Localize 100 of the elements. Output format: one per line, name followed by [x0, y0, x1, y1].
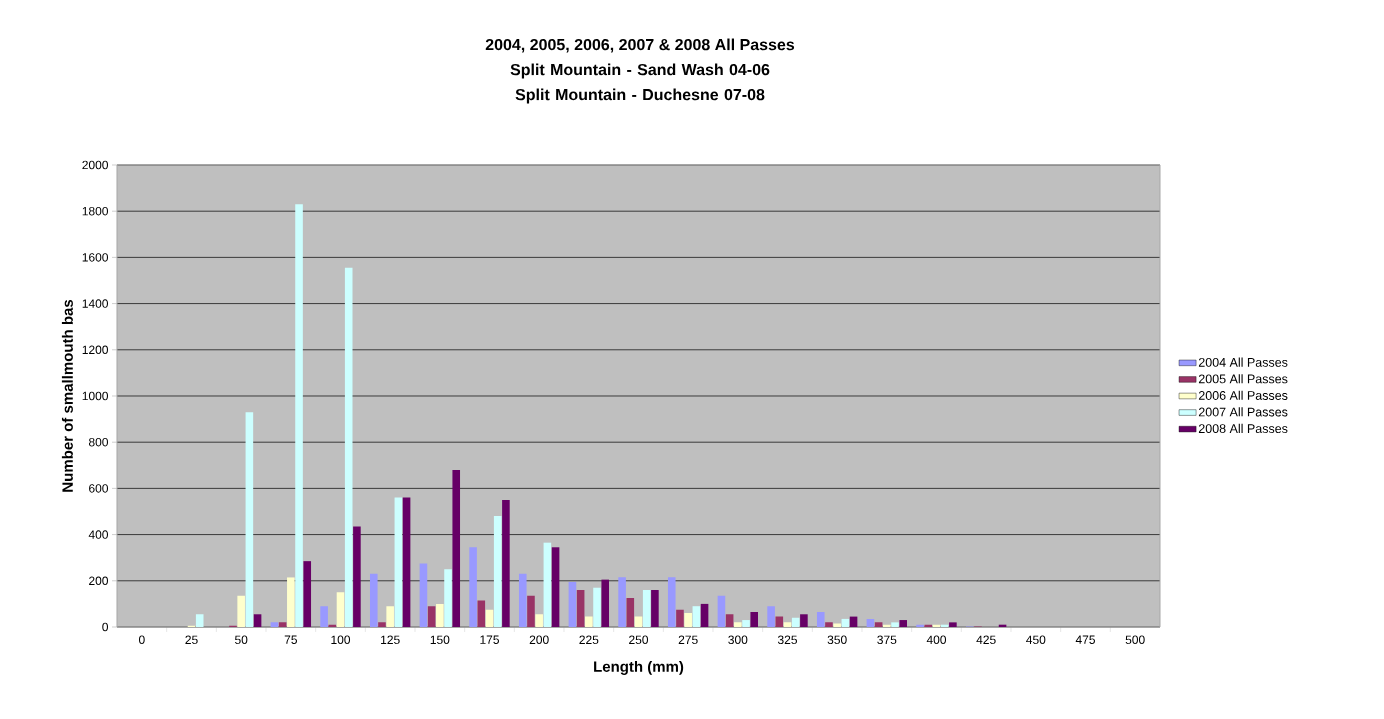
bar	[527, 595, 535, 627]
x-tick-label: 75	[284, 635, 297, 644]
legend-label: 2005 All Passes	[1198, 374, 1288, 384]
y-tick-label: 0	[102, 622, 109, 632]
x-axis-title: Length (mm)	[594, 660, 684, 675]
y-tick-label: 600	[89, 484, 109, 493]
y-tick-label: 1600	[82, 253, 109, 262]
bar	[800, 614, 808, 627]
bar	[369, 573, 378, 627]
bar	[551, 547, 560, 627]
bar	[642, 590, 651, 627]
bar	[742, 620, 750, 627]
bar	[725, 614, 734, 627]
bar	[700, 603, 709, 627]
y-tick-label: 1200	[82, 345, 109, 355]
bar	[676, 609, 684, 627]
x-tick-label: 100	[331, 635, 351, 645]
x-tick-label: 500	[1125, 635, 1145, 645]
bar	[949, 622, 957, 627]
bar	[717, 595, 726, 627]
bar	[295, 204, 303, 627]
x-tick-label: 450	[1026, 635, 1046, 645]
y-tick-label: 200	[89, 576, 109, 586]
x-tick-label: 375	[877, 635, 897, 645]
bar	[344, 267, 353, 627]
bar	[874, 622, 883, 627]
bar	[576, 590, 585, 627]
bar	[899, 620, 908, 627]
y-tick-label: 2000	[82, 160, 109, 170]
bar	[783, 622, 792, 627]
y-axis-title: Number of smallmouth bas	[61, 299, 73, 492]
x-tick-label: 475	[1075, 635, 1095, 644]
bar	[493, 516, 502, 627]
bar	[750, 611, 759, 627]
legend-label: 2008 All Passes	[1198, 423, 1288, 434]
bar	[386, 606, 394, 627]
bar	[287, 577, 295, 627]
y-tick-label: 1800	[82, 206, 109, 216]
bar	[195, 614, 204, 627]
bar	[402, 497, 411, 627]
x-tick-label: 25	[185, 635, 198, 645]
bar	[378, 622, 386, 627]
x-tick-label: 0	[138, 635, 145, 645]
bar	[320, 606, 328, 627]
bar	[692, 606, 701, 627]
bar	[816, 611, 825, 627]
y-tick-label: 400	[88, 530, 109, 539]
bar	[485, 609, 494, 627]
bar	[833, 623, 841, 627]
bar	[667, 577, 676, 627]
chart-subtitle: Split Mountain - Sand Wash 04-06 Split Mountain - Duchesne 07-08	[510, 63, 770, 104]
bar	[436, 603, 444, 627]
bar	[535, 614, 543, 627]
bar	[394, 497, 403, 627]
bar	[866, 618, 875, 627]
bar	[237, 595, 245, 627]
bar	[684, 613, 692, 627]
bar	[452, 469, 461, 627]
x-tick-label: 250	[629, 635, 649, 645]
bar	[651, 590, 659, 627]
x-tick-label: 125	[381, 635, 400, 645]
bar	[278, 622, 287, 627]
y-tick-label: 1000	[82, 391, 109, 401]
bar	[419, 563, 428, 627]
bar	[568, 581, 577, 627]
x-tick-label: 325	[777, 635, 797, 645]
bar	[353, 526, 361, 627]
x-tick-label: 350	[827, 635, 847, 645]
legend-label: 2006 All Passes	[1198, 390, 1288, 400]
x-tick-label: 150	[430, 635, 450, 645]
bar	[626, 598, 635, 627]
bar	[767, 606, 775, 627]
bar	[618, 577, 626, 627]
bar	[253, 614, 262, 627]
chart-title: 2004, 2005, 2006, 2007 & 2008 All Passes	[485, 38, 795, 53]
y-tick-label: 1400	[82, 299, 109, 308]
bar	[270, 622, 279, 627]
x-tick-label: 300	[728, 635, 748, 645]
x-tick-label: 225	[579, 635, 599, 645]
bar	[469, 547, 477, 627]
bar	[477, 600, 486, 627]
bar	[518, 573, 527, 627]
bar	[734, 622, 742, 627]
bar	[502, 499, 510, 627]
x-tick-label: 400	[926, 635, 947, 645]
bar	[841, 618, 850, 627]
bar	[444, 569, 452, 627]
bar	[427, 606, 436, 627]
legend-label: 2004 All Passes	[1198, 357, 1288, 367]
bar	[245, 412, 254, 627]
x-tick-label: 200	[529, 635, 549, 645]
bar	[891, 622, 899, 627]
bar	[543, 542, 552, 627]
x-tick-label: 275	[678, 635, 698, 645]
x-tick-label: 425	[976, 635, 996, 645]
x-tick-label: 175	[480, 635, 499, 644]
bar	[601, 579, 610, 627]
y-tick-label: 800	[88, 437, 109, 447]
legend-label: 2007 All Passes	[1198, 407, 1288, 417]
bar	[336, 592, 345, 627]
